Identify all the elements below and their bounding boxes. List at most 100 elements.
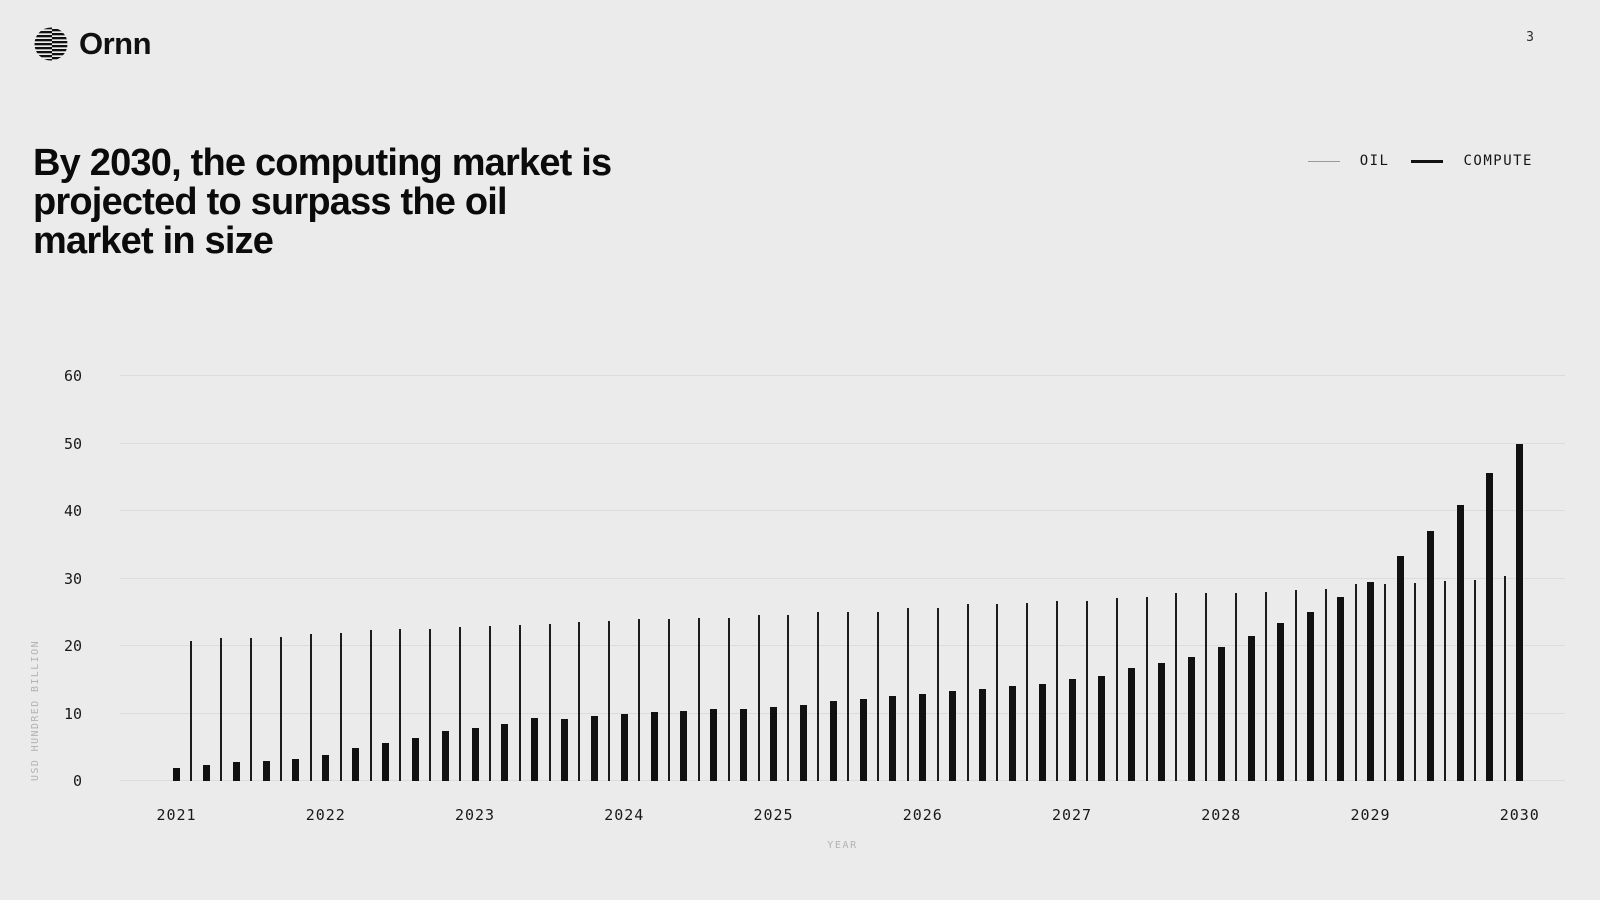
compute-bar [1396,556,1404,781]
compute-bar [919,693,927,781]
compute-bar [799,704,807,781]
x-tick-label: 2024 [604,806,645,824]
oil-bar [399,629,402,781]
compute-bar [978,689,986,781]
compute-bar [531,718,539,781]
oil-bar [1384,583,1387,781]
oil-bar [429,629,432,781]
oil-bar [966,604,969,781]
oil-bar [548,624,551,781]
oil-bar [459,627,462,781]
compute-bar [770,707,777,781]
legend-label-oil: OIL [1359,153,1390,169]
y-axis-tick-labels: 0 10 20 30 40 50 60 [0,368,82,789]
x-axis-tick-labels: 2021 2022 2023 2024 2025 2026 2027 2028 2029 2030 [120,806,1565,826]
compute-bar [1158,662,1166,781]
oil-bar [578,621,581,781]
grid-line [120,442,1565,444]
oil-bar [1235,592,1238,781]
compute-bar [829,701,837,781]
oil-bar [518,625,521,781]
x-tick-label: 2021 [156,806,197,824]
compute-bar [1128,668,1136,781]
compute-bar [1187,657,1195,781]
oil-bar [279,637,282,781]
oil-bar [1175,592,1178,781]
grid-line [120,375,1565,376]
y-tick-label: 40 [63,502,82,520]
oil-bar [1205,592,1208,781]
page-title-line: By 2030, the computing market is [33,142,612,184]
oil-bar [638,619,641,781]
compute-bar [411,737,419,781]
x-tick-label: 2028 [1201,806,1242,824]
oil-bar [1145,597,1148,781]
y-tick-label: 0 [72,772,82,790]
y-tick-label: 50 [63,434,82,453]
legend-label-compute: COMPUTE [1463,153,1533,169]
oil-bar [906,607,909,781]
compute-bar [1038,684,1046,781]
compute-bar [1277,623,1285,781]
grid-line [120,712,1565,714]
oil-bar [220,637,223,781]
grid-line [120,645,1565,646]
x-tick-label: 2026 [902,806,943,824]
oil-bar [757,614,760,781]
chart-legend: OIL COMPUTE [1307,153,1533,169]
x-axis-title: YEAR [827,840,858,851]
compute-bar [232,762,240,781]
compute-bar [680,711,688,781]
compute-bar [352,747,360,781]
compute-bar [1247,635,1255,781]
oil-bar [1294,589,1297,781]
compute-bar [710,709,718,781]
x-tick-label: 2022 [305,806,346,824]
compute-bar [381,742,389,781]
oil-bar [369,629,372,781]
compute-bar [620,713,628,781]
compute-bar [859,698,867,781]
oil-bar [727,618,730,781]
x-tick-label: 2027 [1051,806,1093,824]
compute-bar [1426,530,1434,781]
page-title-line: market in size [33,220,274,262]
oil-bar [876,611,879,781]
compute-bar [949,690,957,781]
oil-bar [936,607,939,781]
oil-bar [309,633,312,781]
page-title-line: projected to surpass the oil [33,181,508,223]
compute-bar [889,695,897,781]
oil-bar [608,621,611,781]
compute-bar [1307,611,1315,781]
brand-name: Ornn [79,26,152,61]
page-number: 3 [1526,30,1534,45]
compute-bar [561,718,569,781]
oil-bar [1354,583,1357,781]
y-tick-label: 30 [63,569,82,588]
compute-bar [1098,675,1106,781]
oil-bar [1265,592,1268,781]
oil-bar [250,637,253,781]
compute-bar [471,727,479,781]
oil-bar [847,612,850,781]
legend-item-compute: COMPUTE [1411,153,1533,169]
header: Ornn 3 [33,26,1534,62]
x-tick-label: 2030 [1499,806,1540,824]
oil-bar [1473,579,1476,781]
compute-bar [1516,443,1524,781]
compute-bar [740,709,748,781]
oil-bar [996,604,999,781]
oil-bar [787,614,790,781]
oil-bar [339,633,342,781]
page-title: By 2030, the computing market is project… [33,144,673,261]
y-tick-label: 10 [63,704,82,723]
compute-bar [590,715,598,781]
oil-bar [1026,603,1029,781]
x-tick-label: 2023 [454,806,496,824]
compute-bar [202,765,210,781]
compute-bar [501,724,509,781]
compute-bar [173,767,180,781]
compute-bar [1217,647,1225,781]
compute-bar [1367,581,1374,781]
